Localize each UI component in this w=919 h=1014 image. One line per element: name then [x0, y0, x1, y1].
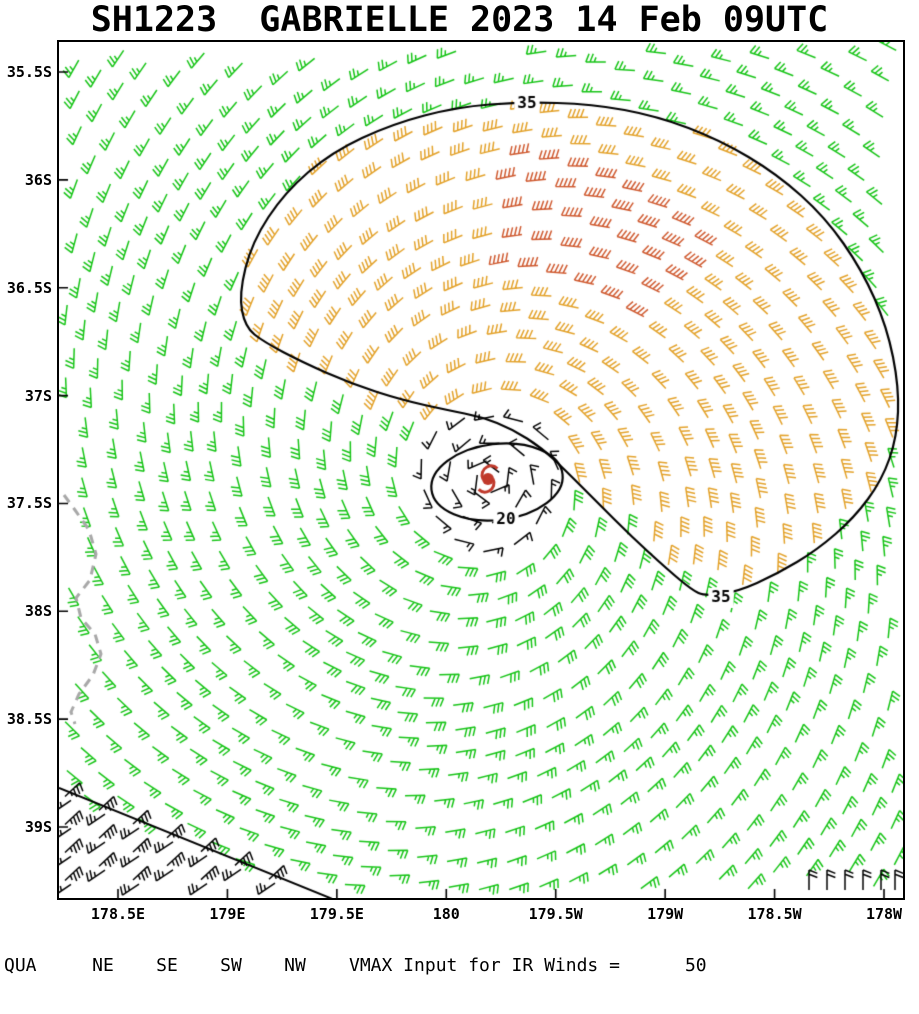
wind-radii-table: QUA NE SE SW NW VMAX Input for IR Winds … — [4, 908, 772, 1014]
vmax-input-text: VMAX Input for IR Winds = 50 — [349, 955, 707, 976]
x-tick-label: 178.5E — [90, 905, 146, 923]
y-tick-label: 38.5S — [6, 710, 52, 729]
y-tick-label: 37S — [24, 386, 52, 405]
x-tick-label: 179E — [209, 905, 246, 923]
x-tick-label: 179W — [647, 905, 684, 923]
y-tick-label: 35.5S — [6, 63, 52, 81]
x-tick-label: 178.5W — [747, 905, 802, 923]
wind-barb-field-canvas — [59, 42, 903, 898]
quadrant-nw-header: NW — [284, 955, 306, 976]
x-tick-label: 179.5W — [528, 905, 583, 923]
x-tick-label: 180 — [432, 905, 460, 923]
quadrant-ne-header: NE — [92, 955, 114, 976]
y-tick-label: 39S — [24, 818, 52, 837]
quadrant-se-header: SE — [156, 955, 178, 976]
y-tick-label: 36.5S — [6, 278, 52, 297]
y-tick-label: 38S — [24, 602, 52, 621]
quadrant-header-cell: QUA — [4, 955, 37, 976]
table-header-row: QUA NE SE SW NW VMAX Input for IR Winds … — [4, 954, 772, 977]
y-tick-label: 36S — [24, 170, 52, 189]
plot-area — [57, 40, 905, 900]
x-tick-label: 178W — [865, 905, 903, 923]
x-tick-label: 179.5E — [309, 905, 364, 923]
y-tick-label: 37.5S — [6, 494, 52, 513]
page-title: SH1223 GABRIELLE 2023 14 Feb 09UTC — [90, 0, 829, 40]
quadrant-sw-header: SW — [220, 955, 242, 976]
